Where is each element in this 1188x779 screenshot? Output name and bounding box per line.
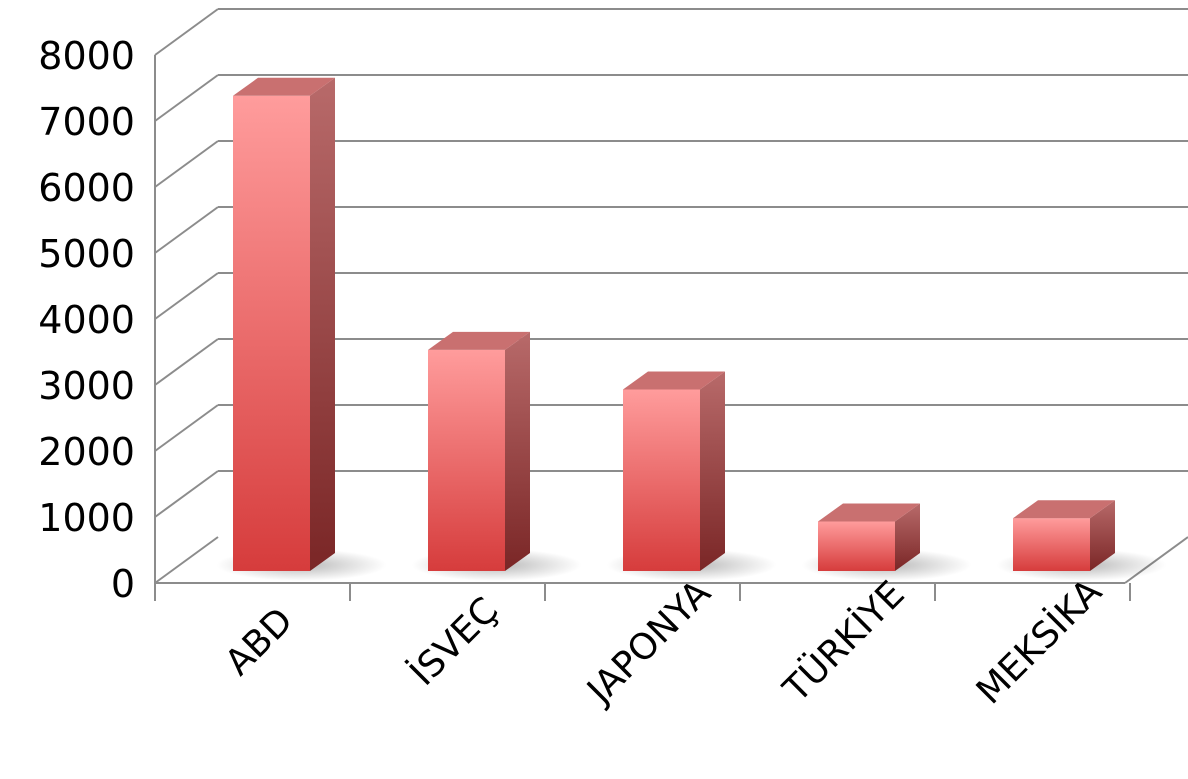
- axes: [154, 55, 1188, 601]
- bars: [216, 77, 1167, 581]
- y-tick-labels: 0 1000 2000 3000 4000 5000 6000 7000 8000: [38, 34, 135, 606]
- bar-front-face: [428, 349, 505, 571]
- x-category-label: MEKSİKA: [968, 570, 1110, 712]
- bar: [801, 503, 972, 581]
- x-category-label: ABD: [218, 600, 301, 683]
- gridline-wall: [154, 338, 219, 386]
- bar: [606, 371, 777, 581]
- y-tick-label: 0: [111, 562, 135, 606]
- y-tick-label: 8000: [38, 34, 135, 78]
- gridline-wall: [154, 272, 219, 320]
- gridline-wall: [154, 470, 219, 518]
- x-category-label: İSVEÇ: [402, 589, 507, 694]
- gridlines: [154, 8, 1188, 518]
- bar-top-face: [818, 503, 920, 522]
- y-tick-label: 5000: [38, 232, 135, 276]
- bar-top-face: [623, 371, 725, 390]
- x-category-label: JAPONYA: [579, 572, 720, 713]
- y-tick-label: 2000: [38, 430, 135, 474]
- floor-left-edge: [154, 536, 219, 584]
- bar-top-face: [1013, 500, 1115, 519]
- gridline-wall: [154, 8, 219, 56]
- y-tick-label: 1000: [38, 496, 135, 540]
- bar: [996, 500, 1167, 581]
- bar-side-face: [1090, 500, 1115, 571]
- bar-top-face: [233, 77, 335, 96]
- gridline-wall: [154, 74, 219, 122]
- bar-top-face: [428, 331, 530, 350]
- bar-side-face: [505, 331, 530, 571]
- bar: [411, 331, 582, 581]
- x-category-label: TÜRKİYE: [775, 573, 913, 711]
- bar-front-face: [623, 389, 700, 571]
- bar-front-face: [1013, 518, 1090, 571]
- bar-side-face: [700, 371, 725, 571]
- gridline-wall: [154, 206, 219, 254]
- y-tick-label: 7000: [38, 100, 135, 144]
- bar-side-face: [310, 77, 335, 572]
- gridline-wall: [154, 140, 219, 188]
- bar-front-face: [818, 521, 895, 571]
- x-category-labels: ABD İSVEÇ JAPONYA TÜRKİYE MEKSİKA: [218, 570, 1111, 712]
- y-tick-label: 6000: [38, 166, 135, 210]
- gridline-wall: [154, 404, 219, 452]
- bar-side-face: [895, 503, 920, 571]
- y-tick-label: 3000: [38, 364, 135, 408]
- bar-front-face: [233, 95, 310, 572]
- bar: [216, 77, 387, 581]
- y-tick-label: 4000: [38, 298, 135, 342]
